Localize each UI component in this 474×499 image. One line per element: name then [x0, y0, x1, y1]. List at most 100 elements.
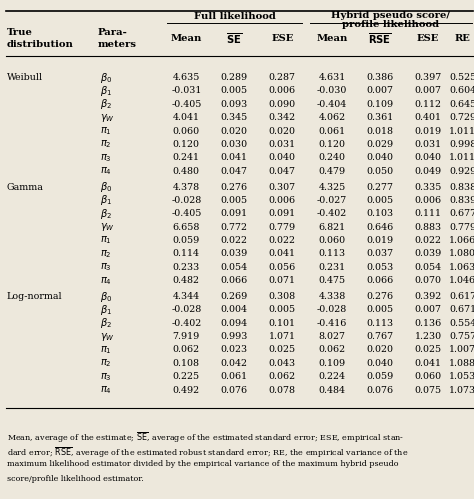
Text: 0.779: 0.779 — [269, 223, 296, 232]
Text: $\pi_1$: $\pi_1$ — [100, 344, 111, 356]
Text: 1.011: 1.011 — [449, 127, 474, 136]
Text: 0.231: 0.231 — [319, 263, 346, 272]
Text: 0.020: 0.020 — [220, 127, 247, 136]
Text: 0.604: 0.604 — [449, 86, 474, 95]
Text: 0.276: 0.276 — [366, 292, 394, 301]
Text: 0.729: 0.729 — [449, 113, 474, 122]
Text: profile likelihood: profile likelihood — [342, 20, 439, 29]
Text: 0.037: 0.037 — [366, 250, 394, 258]
Text: 1.011: 1.011 — [449, 153, 474, 162]
Text: 0.039: 0.039 — [414, 250, 442, 258]
Text: 0.269: 0.269 — [220, 292, 247, 301]
Text: 0.094: 0.094 — [220, 319, 247, 328]
Text: 0.049: 0.049 — [414, 167, 442, 176]
Text: $\pi_1$: $\pi_1$ — [100, 235, 111, 247]
Text: 0.059: 0.059 — [366, 372, 394, 381]
Text: 0.779: 0.779 — [449, 223, 474, 232]
Text: 0.075: 0.075 — [414, 386, 442, 395]
Text: 0.109: 0.109 — [319, 359, 346, 368]
Text: $\beta_0$: $\beta_0$ — [100, 180, 112, 194]
Text: 1.071: 1.071 — [269, 332, 296, 341]
Text: Mean: Mean — [316, 33, 348, 43]
Text: 0.101: 0.101 — [269, 319, 296, 328]
Text: 0.113: 0.113 — [319, 250, 346, 258]
Text: 0.076: 0.076 — [366, 386, 394, 395]
Text: 0.005: 0.005 — [220, 86, 247, 95]
Text: 0.054: 0.054 — [414, 263, 442, 272]
Text: Log-normal: Log-normal — [7, 292, 62, 301]
Text: 1.080: 1.080 — [449, 250, 474, 258]
Text: 0.671: 0.671 — [449, 305, 474, 314]
Text: 0.480: 0.480 — [173, 167, 200, 176]
Text: 0.091: 0.091 — [269, 209, 296, 218]
Text: ESE: ESE — [271, 33, 293, 43]
Text: 0.114: 0.114 — [173, 250, 200, 258]
Text: -0.404: -0.404 — [317, 100, 347, 109]
Text: 0.482: 0.482 — [173, 276, 200, 285]
Text: 0.054: 0.054 — [220, 263, 247, 272]
Text: $\overline{\mathbf{SE}}$: $\overline{\mathbf{SE}}$ — [226, 31, 242, 45]
Text: $\beta_1$: $\beta_1$ — [100, 303, 111, 317]
Text: 4.378: 4.378 — [173, 183, 200, 192]
Text: 0.022: 0.022 — [269, 236, 296, 245]
Text: 0.062: 0.062 — [173, 345, 200, 354]
Text: -0.405: -0.405 — [171, 100, 201, 109]
Text: 4.635: 4.635 — [173, 73, 200, 82]
Text: $\gamma_W$: $\gamma_W$ — [100, 221, 114, 233]
Text: 0.998: 0.998 — [449, 140, 474, 149]
Text: 0.103: 0.103 — [366, 209, 394, 218]
Text: 0.030: 0.030 — [220, 140, 247, 149]
Text: 0.071: 0.071 — [269, 276, 296, 285]
Text: $\pi_2$: $\pi_2$ — [100, 357, 111, 369]
Text: 0.061: 0.061 — [319, 127, 346, 136]
Text: 0.005: 0.005 — [366, 305, 394, 314]
Text: 0.241: 0.241 — [173, 153, 200, 162]
Text: Full likelihood: Full likelihood — [194, 11, 275, 21]
Text: 0.006: 0.006 — [269, 86, 296, 95]
Text: 0.050: 0.050 — [366, 167, 394, 176]
Text: 0.645: 0.645 — [449, 100, 474, 109]
Text: 0.006: 0.006 — [414, 196, 442, 205]
Text: 0.839: 0.839 — [449, 196, 474, 205]
Text: RE: RE — [455, 33, 471, 43]
Text: 0.757: 0.757 — [449, 332, 474, 341]
Text: 0.525: 0.525 — [449, 73, 474, 82]
Text: 0.066: 0.066 — [220, 276, 247, 285]
Text: 0.136: 0.136 — [414, 319, 442, 328]
Text: 0.929: 0.929 — [449, 167, 474, 176]
Text: 4.338: 4.338 — [319, 292, 346, 301]
Text: 0.289: 0.289 — [220, 73, 247, 82]
Text: 0.039: 0.039 — [220, 250, 247, 258]
Text: $\beta_1$: $\beta_1$ — [100, 84, 111, 98]
Text: 0.277: 0.277 — [367, 183, 393, 192]
Text: 0.091: 0.091 — [220, 209, 247, 218]
Text: 0.554: 0.554 — [449, 319, 474, 328]
Text: 0.492: 0.492 — [173, 386, 200, 395]
Text: 0.053: 0.053 — [366, 263, 394, 272]
Text: 0.345: 0.345 — [220, 113, 247, 122]
Text: -0.028: -0.028 — [317, 305, 347, 314]
Text: 0.041: 0.041 — [415, 359, 441, 368]
Text: distribution: distribution — [7, 39, 73, 49]
Text: 1.230: 1.230 — [414, 332, 442, 341]
Text: -0.027: -0.027 — [317, 196, 347, 205]
Text: Mean: Mean — [171, 33, 202, 43]
Text: 0.060: 0.060 — [414, 372, 442, 381]
Text: 0.025: 0.025 — [414, 345, 442, 354]
Text: 1.073: 1.073 — [449, 386, 474, 395]
Text: 0.090: 0.090 — [269, 100, 296, 109]
Text: $\beta_2$: $\beta_2$ — [100, 207, 111, 221]
Text: 4.631: 4.631 — [319, 73, 346, 82]
Text: -0.028: -0.028 — [171, 305, 201, 314]
Text: Gamma: Gamma — [7, 183, 44, 192]
Text: 0.342: 0.342 — [269, 113, 296, 122]
Text: 0.059: 0.059 — [173, 236, 200, 245]
Text: 0.113: 0.113 — [366, 319, 394, 328]
Text: 0.224: 0.224 — [319, 372, 346, 381]
Text: 8.027: 8.027 — [319, 332, 346, 341]
Text: $\pi_4$: $\pi_4$ — [100, 275, 111, 286]
Text: Para-: Para- — [97, 27, 127, 37]
Text: -0.405: -0.405 — [171, 209, 201, 218]
Text: True: True — [7, 27, 33, 37]
Text: $\overline{\mathbf{RSE}}$: $\overline{\mathbf{RSE}}$ — [368, 31, 392, 45]
